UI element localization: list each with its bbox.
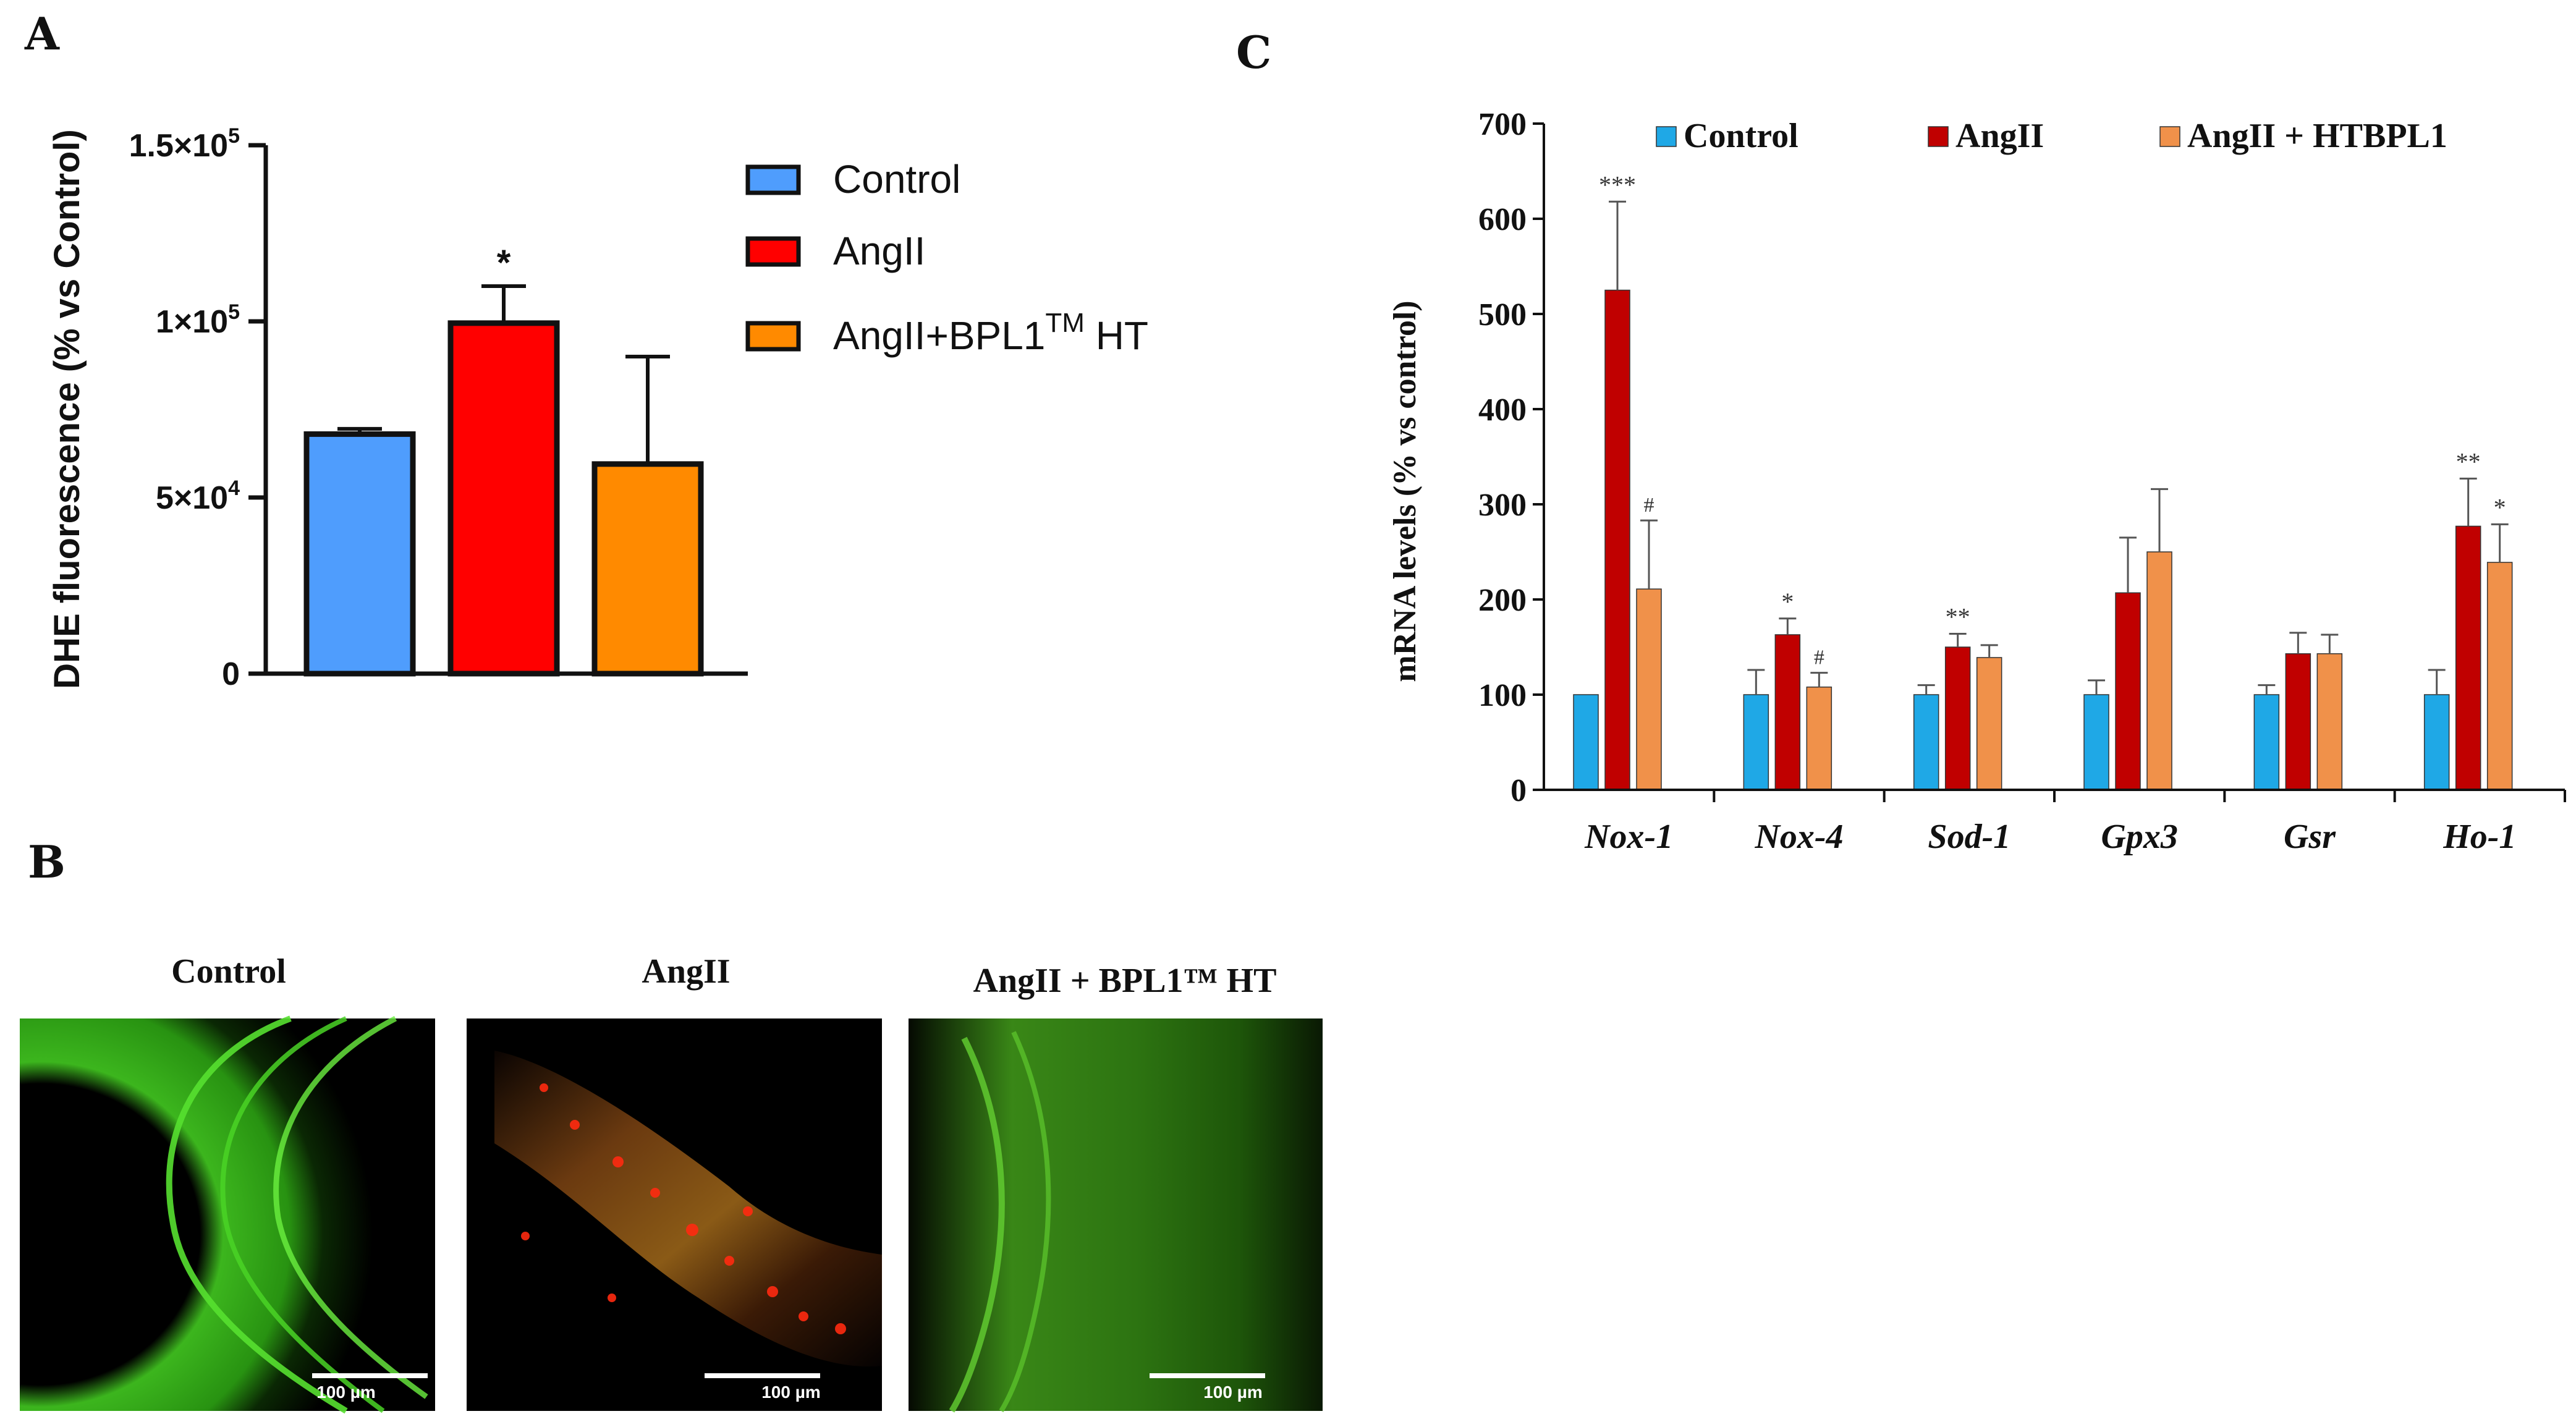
c-bar-Gsr-AngII [2285,653,2311,790]
c-bar-Ho-1-AngII [2455,525,2481,790]
c-annotation-Ho-1-1: ** [2456,447,2481,475]
a-bar-2 [591,461,704,677]
c-y-tick-label-6: 600 [1478,202,1527,237]
scale-label-angii-bpl1: 100 µm [1203,1383,1263,1402]
scale-bar-control [312,1373,428,1378]
micrograph-angii-bpl1: 100 µm [909,1018,1323,1413]
scale-label-control: 100 µm [316,1383,376,1402]
a-legend-swatch-2 [745,321,801,352]
c-bar-Nox-4-AngII + HTBPL1 [1806,686,1832,790]
c-annotation-Ho-1-2: * [2494,493,2506,521]
a-y-ticks: 0 5×104 1×105 1.5×105 [129,124,266,692]
a-y-tick-label-2: 1×105 [156,300,240,340]
c-category-label-1: Nox-4 [1754,818,1843,856]
c-category-label-3: Gpx3 [2101,818,2177,856]
c-legend-swatch-1 [1928,126,1949,147]
c-bar-Ho-1-AngII + HTBPL1 [2486,562,2513,790]
a-legend-label-2: AngII+BPL1TM HT [833,308,1148,358]
c-bar-Nox-4-Control [1743,694,1769,790]
c-y-tick-label-0: 0 [1510,773,1527,808]
c-bar-Nox-1-AngII + HTBPL1 [1636,588,1662,790]
a-bar-1 [447,320,560,677]
a-legend: Control AngII AngII+BPL1TM HT [745,157,1148,358]
a-legend-swatch-1 [745,236,801,267]
c-category-labels: Nox-1 Nox-4 Sod-1 Gpx3 Gsr Ho-1 [1584,790,2566,856]
a-bars: * [303,243,704,677]
c-bars: ***#*#***** [1573,171,2513,790]
panel-b-micrographs: Control 100 µm AngII 100 µm AngII + [20,952,1323,1414]
a-y-axis-label: DHE fluorescence (% vs Control) [47,129,87,689]
c-legend-label-1: AngII [1955,117,2044,155]
a-y-tick-label-3: 1.5×105 [129,124,240,164]
a-bar-0 [303,431,416,677]
c-bar-Sod-1-Control [1913,694,1939,790]
c-category-label-5: Ho-1 [2443,818,2516,856]
a-legend-label-0: Control [833,157,960,201]
c-bar-Gsr-AngII + HTBPL1 [2316,653,2343,790]
c-bar-Gsr-Control [2253,694,2280,790]
c-y-tick-label-3: 300 [1478,488,1527,523]
c-annotation-Nox-1-1: *** [1599,171,1636,198]
micrograph-control: 100 µm [20,1015,435,1414]
c-annotation-Sod-1-1: ** [1946,603,1970,630]
c-category-label-0: Nox-1 [1584,818,1673,856]
c-y-tick-label-2: 200 [1478,583,1527,618]
panel-a-chart: DHE fluorescence (% vs Control) 0 5×104 1×… [47,124,1148,692]
c-legend-label-2: AngII + HTBPL1 [2187,117,2447,155]
c-legend-swatch-2 [2159,126,2180,147]
micrograph-angii: 100 µm [467,1018,882,1411]
c-y-axis-label: mRNA levels (% vs control) [1388,300,1423,682]
c-category-label-2: Sod-1 [1928,818,2010,856]
c-legend-label-0: Control [1684,117,1799,155]
panel-c-chart: mRNA levels (% vs control) 0 100 200 300 400… [1388,107,2566,856]
a-legend-label-1: AngII [833,229,925,273]
panel-label-b: B [28,836,66,888]
c-y-tick-label-7: 700 [1478,107,1527,142]
c-y-tick-label-1: 100 [1478,678,1527,713]
a-legend-swatch-0 [745,164,801,195]
micrograph-title-angii-bpl1: AngII + BPL1™ HT [973,962,1277,1000]
c-bar-Gpx3-AngII [2115,592,2141,790]
c-bar-Nox-4-AngII [1774,634,1801,790]
micrograph-title-angii: AngII [642,952,730,991]
scale-bar-angii-bpl1 [1150,1373,1265,1378]
c-bar-Gpx3-Control [2083,694,2109,790]
c-bar-Sod-1-AngII [1944,646,1971,790]
a-y-tick-label-1: 5×104 [156,476,240,516]
scale-bar-angii [705,1373,820,1378]
c-legend: Control AngII AngII + HTBPL1 [1656,117,2447,155]
c-annotation-Nox-4-1: * [1781,588,1794,616]
c-bar-Nox-1-Control [1573,694,1599,790]
c-annotation-Nox-1-2: # [1644,494,1654,517]
micrograph-title-control: Control [171,952,286,991]
c-bar-Gpx3-AngII + HTBPL1 [2146,551,2172,790]
scale-label-angii: 100 µm [761,1383,821,1402]
c-legend-swatch-0 [1656,126,1677,147]
a-y-tick-label-0: 0 [222,656,240,692]
panel-label-a: A [24,7,60,60]
a-annotation-1: * [497,243,511,283]
c-bar-Sod-1-AngII + HTBPL1 [1976,657,2002,790]
panel-label-c: C [1236,26,1271,78]
c-y-ticks: 0 100 200 300 400 500 600 700 [1478,107,1544,808]
c-y-tick-label-5: 500 [1478,297,1527,332]
c-bar-Nox-1-AngII [1604,289,1630,790]
c-annotation-Nox-4-2: # [1814,646,1824,669]
c-y-tick-label-4: 400 [1478,392,1527,428]
c-bar-Ho-1-Control [2423,694,2450,790]
c-category-label-4: Gsr [2284,818,2336,856]
